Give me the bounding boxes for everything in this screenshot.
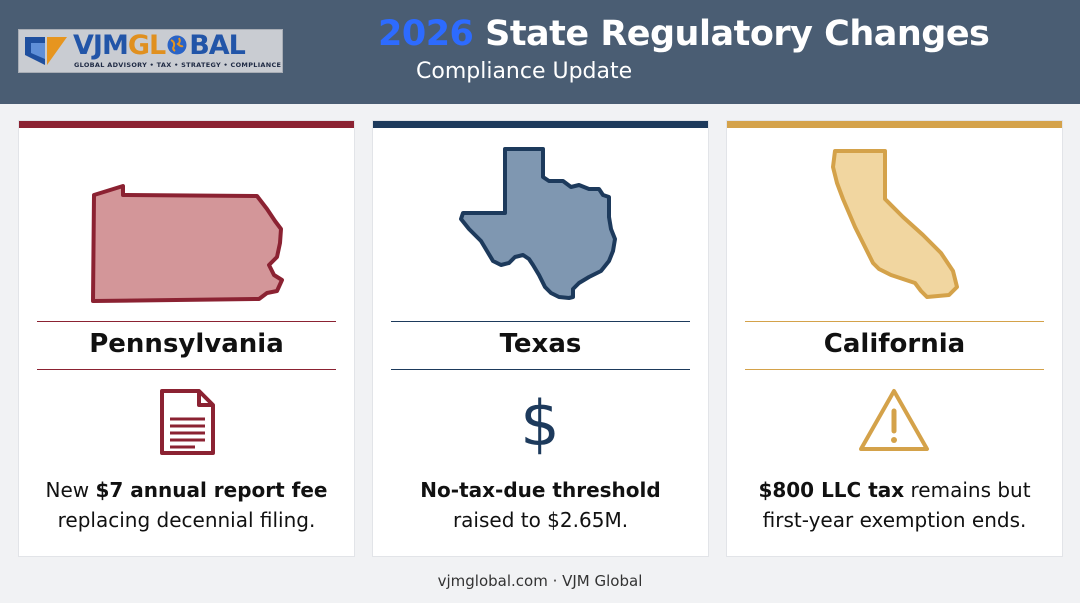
header-banner: VJMGL BAL GLOBAL ADVISORY • TAX • STRATEG… [0,0,1080,104]
footer-credit: vjmglobal.com · VJM Global [437,572,643,590]
vjm-global-logo: VJMGL BAL GLOBAL ADVISORY • TAX • STRATEG… [18,29,283,73]
warning-icon [859,389,929,451]
card-description: No-tax-due threshold raised to $2.65M. [420,478,661,532]
document-icon [160,389,215,455]
card-accent-bar [727,121,1062,128]
texas-map-icon [459,147,617,300]
page-subtitle: Compliance Update [416,59,633,84]
logo-tagline: GLOBAL ADVISORY • TAX • STRATEGY • COMPL… [74,61,282,69]
divider [37,369,336,370]
divider [745,321,1044,322]
card-accent-bar [19,121,354,128]
card-description: $800 LLC tax remains but first-year exem… [758,478,1031,532]
svg-text:$: $ [520,387,559,460]
pennsylvania-map-icon [91,184,284,303]
card-california: California $800 LLC tax remains but firs… [726,120,1063,557]
state-name: Texas [499,329,582,359]
divider [391,321,690,322]
card-description: New $7 annual report fee replacing decen… [45,478,328,532]
divider [391,369,690,370]
card-pennsylvania: Pennsylvania New $7 annual report fee re… [18,120,355,557]
page-title: 2026 State Regulatory Changes [378,14,990,54]
divider [37,321,336,322]
title-text: State Regulatory Changes [473,14,990,54]
state-name: California [823,329,966,359]
logo-mark-icon [25,37,67,65]
state-name: Pennsylvania [89,329,284,359]
dollar-icon: $ [520,387,559,460]
card-texas: Texas $ No-tax-due threshold raised to $… [372,120,709,557]
divider [745,369,1044,370]
title-year: 2026 [378,14,474,54]
globe-icon [167,35,187,55]
california-map-icon [831,149,959,299]
logo-wordmark: VJMGL BAL [73,30,246,61]
card-accent-bar [373,121,708,128]
